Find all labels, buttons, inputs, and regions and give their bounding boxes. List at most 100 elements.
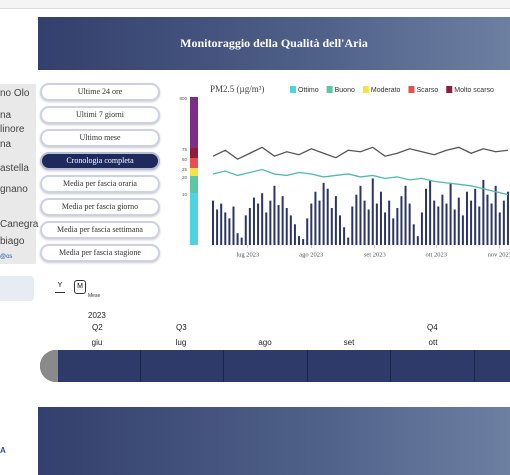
bar bbox=[269, 200, 272, 245]
bar bbox=[429, 179, 432, 245]
gauge-band bbox=[190, 193, 198, 245]
bar bbox=[347, 237, 350, 245]
bar bbox=[232, 206, 235, 245]
map-fragment bbox=[0, 84, 36, 264]
bar bbox=[265, 212, 268, 245]
x-tick-label: set 2023 bbox=[364, 251, 386, 258]
bar bbox=[228, 218, 231, 245]
bar bbox=[322, 182, 325, 245]
bar bbox=[216, 209, 219, 245]
menu-button[interactable]: Media per fascia oraria bbox=[40, 175, 160, 193]
bar bbox=[289, 215, 292, 245]
gauge-label: 10 bbox=[182, 192, 188, 197]
slider-handle[interactable] bbox=[40, 350, 58, 382]
bar bbox=[498, 212, 501, 245]
bar bbox=[400, 196, 403, 245]
timeline-quarter: Q2 bbox=[92, 323, 103, 332]
bar bbox=[465, 191, 468, 245]
bar bbox=[326, 188, 329, 245]
bar bbox=[285, 208, 288, 245]
slider-divider bbox=[140, 350, 141, 382]
bar bbox=[449, 182, 452, 245]
legend-label: Ottimo bbox=[298, 87, 319, 94]
bar bbox=[494, 185, 497, 245]
bar bbox=[273, 185, 276, 245]
gauge-band bbox=[190, 158, 198, 168]
menu-button[interactable]: Media per fascia settimana bbox=[40, 221, 160, 239]
bar bbox=[404, 185, 407, 245]
bar bbox=[441, 194, 444, 245]
map-label: na bbox=[0, 110, 12, 121]
slider-divider bbox=[307, 350, 308, 382]
bar bbox=[363, 200, 366, 245]
bar bbox=[220, 203, 223, 245]
map-label: Canegra bbox=[0, 219, 39, 230]
bar bbox=[261, 193, 264, 245]
bar bbox=[252, 197, 255, 245]
bar bbox=[490, 203, 493, 245]
gauge-label: 20 bbox=[182, 175, 188, 180]
bar bbox=[298, 236, 301, 245]
line-series bbox=[212, 168, 509, 196]
chart-title: PM2.5 (µg/m³) bbox=[210, 84, 264, 94]
slider-divider bbox=[474, 350, 475, 382]
header-banner: Monitoraggio della Qualità dell'Aria bbox=[38, 17, 510, 70]
bar bbox=[392, 218, 395, 245]
timeline-month: giu bbox=[91, 338, 103, 347]
bar bbox=[486, 194, 489, 245]
bar bbox=[338, 215, 341, 245]
toggle-option[interactable]: M bbox=[74, 280, 86, 294]
bar bbox=[482, 179, 485, 245]
timeline-quarter: Q4 bbox=[427, 323, 438, 332]
bar bbox=[343, 227, 346, 245]
gauge-band bbox=[190, 97, 198, 148]
slider-divider bbox=[223, 350, 224, 382]
legend-label: Buono bbox=[335, 87, 355, 94]
sidebar-footer: A bbox=[0, 446, 6, 455]
bar bbox=[334, 196, 337, 245]
menu-button[interactable]: Ultimo mese bbox=[40, 129, 160, 147]
toggle-label: Mese bbox=[88, 293, 101, 299]
bar bbox=[212, 200, 214, 245]
bar bbox=[384, 212, 387, 245]
menu-button[interactable]: Ultimi 7 giorni bbox=[40, 106, 160, 124]
bar bbox=[425, 188, 428, 245]
bar bbox=[367, 209, 370, 245]
legend-swatch bbox=[408, 86, 415, 93]
side-panel bbox=[0, 276, 34, 301]
menu-button[interactable]: Cronologia completa bbox=[40, 152, 160, 170]
x-tick-label: nov 2023 bbox=[488, 251, 510, 258]
timeline-month: lug bbox=[175, 338, 187, 347]
line-series bbox=[212, 146, 509, 160]
timeline-month: ago bbox=[258, 338, 272, 347]
legend-swatch bbox=[326, 86, 333, 93]
map-label: linore bbox=[0, 124, 25, 135]
bar bbox=[351, 206, 354, 245]
legend-label: Molto scarso bbox=[454, 87, 494, 94]
legend-swatch bbox=[446, 86, 453, 93]
bar bbox=[224, 212, 227, 245]
bar bbox=[318, 200, 321, 245]
gauge-band bbox=[190, 168, 198, 176]
menu-button[interactable]: Media per fascia giorno bbox=[40, 198, 160, 216]
bar bbox=[293, 224, 296, 245]
bar bbox=[330, 208, 333, 245]
slider-divider bbox=[390, 350, 391, 382]
bar bbox=[240, 237, 243, 245]
timeline-slider[interactable] bbox=[40, 350, 510, 382]
bar bbox=[236, 233, 239, 245]
map-label: @os bbox=[0, 254, 13, 260]
x-tick-label: ott 2023 bbox=[426, 251, 448, 258]
gauge-label: 75 bbox=[182, 147, 188, 152]
menu-button[interactable]: Ultime 24 ore bbox=[40, 83, 160, 101]
toggle-option[interactable]: Y bbox=[55, 280, 65, 293]
menu-button[interactable]: Media per fascia stagione bbox=[40, 244, 160, 262]
gauge-band bbox=[190, 176, 198, 193]
footer-banner bbox=[38, 407, 510, 475]
bar bbox=[379, 191, 382, 245]
bar bbox=[412, 224, 415, 245]
gauge-label: 25 bbox=[182, 167, 188, 172]
bar bbox=[244, 215, 247, 245]
bar bbox=[453, 209, 456, 245]
